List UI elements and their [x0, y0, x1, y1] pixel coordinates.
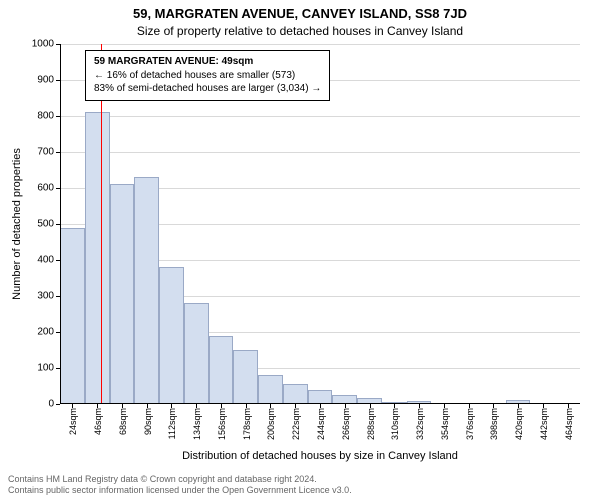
x-tick-label: 156sqm	[217, 408, 227, 440]
histogram-bar	[60, 228, 85, 404]
histogram-bar	[134, 177, 159, 404]
x-tick-label: 464sqm	[564, 408, 574, 440]
histogram-bar	[233, 350, 258, 404]
x-tick-label: 222sqm	[291, 408, 301, 440]
annotation-line2: ← 16% of detached houses are smaller (57…	[94, 69, 321, 83]
x-tick-label: 310sqm	[390, 408, 400, 440]
annotation-line3: 83% of semi-detached houses are larger (…	[94, 82, 321, 96]
histogram-bar	[110, 184, 135, 404]
y-axis-line	[60, 44, 61, 404]
y-tick-mark	[56, 404, 60, 405]
x-tick-label: 134sqm	[192, 408, 202, 440]
footer-line2: Contains public sector information licen…	[8, 485, 352, 496]
x-tick-label: 90sqm	[143, 408, 153, 435]
x-tick-label: 266sqm	[341, 408, 351, 440]
x-tick-label: 200sqm	[266, 408, 276, 440]
histogram-bar	[184, 303, 209, 404]
annotation-line1: 59 MARGRATEN AVENUE: 49sqm	[94, 55, 321, 69]
histogram-bar	[258, 375, 283, 404]
annotation-box: 59 MARGRATEN AVENUE: 49sqm← 16% of detac…	[85, 50, 330, 101]
page-subtitle: Size of property relative to detached ho…	[0, 24, 600, 38]
x-tick-label: 354sqm	[440, 408, 450, 440]
histogram-chart: 0100200300400500600700800900100024sqm46s…	[60, 44, 580, 404]
x-tick-label: 68sqm	[118, 408, 128, 435]
x-tick-label: 376sqm	[465, 408, 475, 440]
x-tick-label: 288sqm	[366, 408, 376, 440]
gridline	[60, 44, 580, 45]
histogram-bar	[283, 384, 308, 404]
histogram-bar	[85, 112, 110, 404]
x-tick-label: 420sqm	[514, 408, 524, 440]
x-tick-label: 442sqm	[539, 408, 549, 440]
x-tick-label: 332sqm	[415, 408, 425, 440]
x-tick-label: 46sqm	[93, 408, 103, 435]
histogram-bar	[159, 267, 184, 404]
gridline	[60, 116, 580, 117]
page-title: 59, MARGRATEN AVENUE, CANVEY ISLAND, SS8…	[0, 6, 600, 21]
x-tick-label: 112sqm	[167, 408, 177, 439]
x-tick-label: 24sqm	[68, 408, 78, 435]
y-axis-label: Number of detached properties	[10, 44, 24, 404]
footer-line1: Contains HM Land Registry data © Crown c…	[8, 474, 352, 485]
x-tick-label: 244sqm	[316, 408, 326, 440]
x-tick-label: 178sqm	[242, 408, 252, 440]
gridline	[60, 152, 580, 153]
figure: 59, MARGRATEN AVENUE, CANVEY ISLAND, SS8…	[0, 0, 600, 500]
histogram-bar	[209, 336, 234, 404]
x-axis-label: Distribution of detached houses by size …	[60, 450, 580, 462]
footer: Contains HM Land Registry data © Crown c…	[8, 474, 352, 497]
x-tick-label: 398sqm	[489, 408, 499, 440]
histogram-bar	[308, 390, 333, 404]
